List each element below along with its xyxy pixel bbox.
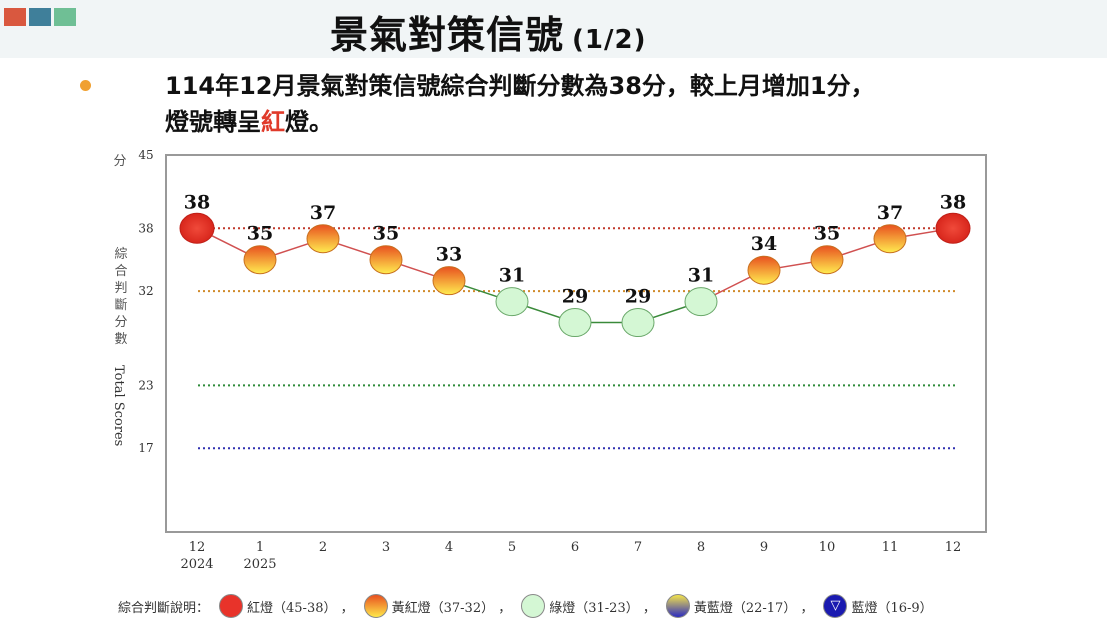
x-tick-label: 7 [634,540,642,555]
x-tick-label: 12 [189,540,206,555]
y-tick-label: 45 [138,148,153,162]
data-label: 38 [184,191,210,213]
x-tick-label: 6 [571,540,579,555]
deco-square-green [54,8,76,26]
data-label: 38 [940,191,966,213]
legend-swatch-icon [665,594,690,618]
x-tick-label: 11 [882,540,899,555]
data-label: 35 [373,223,399,245]
legend-swatch-icon [363,594,388,618]
data-point [747,255,781,285]
y-axis-label-zh: 綜 [114,247,127,262]
x-tick-label: 2 [319,540,327,555]
y-tick-label: 23 [138,378,153,392]
data-point [558,308,592,338]
data-label: 35 [814,223,840,245]
x-tick-label: 9 [760,540,768,555]
legend-label: 綜合判斷說明： [118,600,210,616]
bullet-icon [80,80,91,91]
data-label: 31 [688,265,714,287]
deco-square-blue [29,8,51,26]
legend-swatch-icon [219,594,244,618]
y-axis-label-zh: 斷 [114,298,127,313]
data-point [369,245,403,275]
data-point [243,245,277,275]
summary-pre: 燈號轉呈 [165,108,261,136]
deco-square-red [4,8,26,26]
x-tick-label: 12 [945,540,962,555]
data-point [873,224,907,254]
y-tick-label: 32 [138,284,153,298]
summary-line1: 114年12月景氣對策信號綜合判斷分數為38分，較上月增加1分， [165,72,875,100]
title-text: 景氣對策信號 [330,13,565,57]
data-point [810,245,844,275]
summary-text: 114年12月景氣對策信號綜合判斷分數為38分，較上月增加1分， 燈號轉呈紅燈。 [165,68,875,140]
summary-post: 燈。 [285,108,333,136]
data-point [935,212,971,244]
x-tick-label: 4 [445,540,453,555]
legend-item: 紅燈（45-38） ， [247,600,354,616]
header-bar: 景氣對策信號 (1/2) [0,0,1107,58]
data-label: 37 [877,202,903,224]
data-label: 31 [499,265,525,287]
x-tick-label: 3 [382,540,390,555]
legend-item: 黃紅燈（37-32） ， [391,600,512,616]
y-unit-label: 分 [113,154,126,169]
y-axis-label-zh: 分 [114,315,127,330]
data-point [621,308,655,338]
data-point [306,224,340,254]
data-point [495,287,529,317]
data-label: 37 [310,202,336,224]
legend-swatch-icon: ▽ [823,594,848,618]
legend: 綜合判斷說明： 紅燈（45-38） ， 黃紅燈（37-32） ， 綠燈（31-23）… [118,594,933,618]
y-tick-label: 38 [138,221,153,235]
data-label: 29 [625,286,651,308]
data-label: 29 [562,286,588,308]
summary-highlight: 紅 [261,108,285,136]
page-indicator: (1/2) [572,25,647,55]
x-tick-label: 10 [819,540,836,555]
page-title: 景氣對策信號 (1/2) [330,4,646,59]
legend-item: 黃藍燈（22-17） ， [693,600,814,616]
data-point [684,287,718,317]
x-tick-year: 2025 [243,557,276,572]
legend-item: 藍燈（16-9） [851,600,933,616]
data-point [179,212,215,244]
y-tick-label: 17 [138,441,153,455]
y-axis-label-zh: 合 [114,264,127,279]
summary-line2: 燈號轉呈紅燈。 [165,104,875,140]
y-axis-label-zh: 判 [114,281,127,296]
plot-frame [165,154,987,533]
x-tick-label: 1 [256,540,264,555]
data-label: 33 [436,244,462,266]
x-tick-label: 5 [508,540,516,555]
data-label: 34 [751,233,777,255]
x-tick-year: 2024 [180,557,213,572]
x-tick-label: 8 [697,540,705,555]
y-axis-label-zh: 數 [114,332,127,347]
legend-item: 綠燈（31-23） ， [549,600,656,616]
y-axis-label-en: Total Scores [111,365,126,446]
legend-swatch-icon [521,594,546,618]
data-label: 35 [247,223,273,245]
data-point [432,266,466,296]
